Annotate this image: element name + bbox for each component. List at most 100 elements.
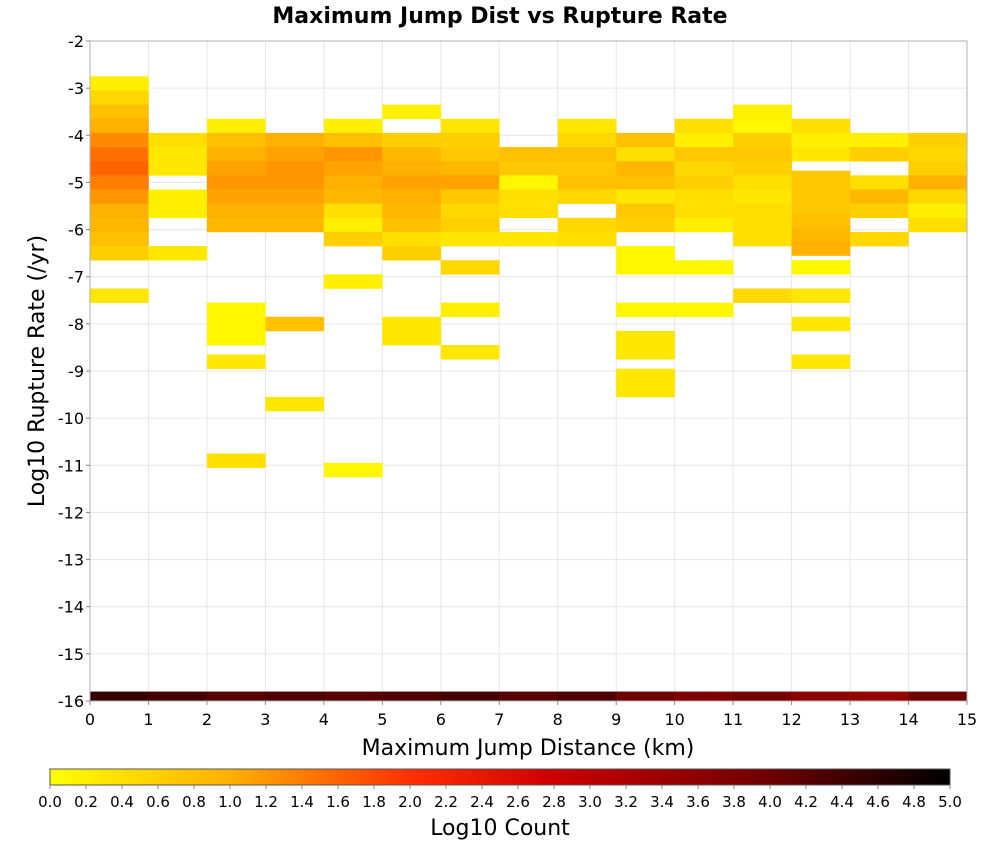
colorbar-tick-label: 0.8 bbox=[182, 793, 206, 811]
heatmap-cell bbox=[674, 147, 734, 162]
heatmap-cell bbox=[616, 382, 675, 398]
heatmap-cell bbox=[148, 161, 208, 176]
heatmap-cell bbox=[733, 132, 792, 148]
heatmap-cell bbox=[90, 175, 149, 190]
heatmap-cell bbox=[206, 189, 266, 204]
heatmap-cell bbox=[90, 90, 149, 105]
y-tick-label: -3 bbox=[68, 79, 84, 98]
heatmap-cell bbox=[733, 691, 792, 701]
colorbar-label: Log10 Count bbox=[430, 816, 570, 841]
heatmap-cell bbox=[850, 132, 909, 148]
heatmap-cell bbox=[557, 132, 617, 148]
heatmap-cell bbox=[265, 217, 325, 233]
heatmap-cell bbox=[440, 175, 500, 190]
heatmap-cell bbox=[733, 118, 792, 134]
heatmap-cell bbox=[148, 203, 208, 219]
colorbar-tick-label: 1.0 bbox=[218, 793, 242, 811]
heatmap-cell bbox=[90, 217, 149, 233]
heatmap-cell bbox=[148, 132, 208, 148]
heatmap-cell bbox=[90, 118, 149, 134]
heatmap-cell bbox=[908, 189, 968, 204]
colorbar-tick-label: 4.2 bbox=[794, 793, 818, 811]
heatmap-cell bbox=[850, 203, 909, 219]
heatmap-cell bbox=[674, 132, 734, 148]
heatmap-cell bbox=[908, 147, 968, 162]
heatmap-cell bbox=[382, 231, 442, 247]
heatmap-cell bbox=[616, 691, 675, 701]
heatmap-cell bbox=[440, 118, 500, 134]
y-axis-ticks: -2 -3 -4 -5 -6 -7 -8 -9 -10 -11 -12 -13 -14 -15 -16 bbox=[58, 32, 90, 711]
heatmap-cell bbox=[791, 260, 851, 275]
heatmap-cell bbox=[323, 147, 383, 162]
x-tick-label: 10 bbox=[664, 710, 684, 729]
y-tick-label: -9 bbox=[68, 362, 84, 381]
colorbar bbox=[49, 768, 951, 786]
heatmap-cell bbox=[733, 231, 792, 247]
x-tick-label: 15 bbox=[957, 710, 977, 729]
x-tick-label: 4 bbox=[319, 710, 329, 729]
colorbar-tick-label: 4.4 bbox=[830, 793, 854, 811]
heatmap-cell bbox=[557, 217, 617, 233]
y-tick-label: -11 bbox=[58, 456, 84, 475]
heatmap-cell bbox=[382, 189, 442, 204]
heatmap-cell bbox=[850, 231, 909, 247]
y-tick-label: -7 bbox=[68, 268, 84, 287]
heatmap-cell bbox=[791, 147, 851, 162]
heatmap-cell bbox=[323, 189, 383, 204]
colorbar-tick-label: 0.4 bbox=[110, 793, 134, 811]
heatmap-cell bbox=[850, 691, 909, 701]
heatmap-cell bbox=[90, 231, 149, 247]
x-tick-label: 14 bbox=[898, 710, 918, 729]
heatmap-cell bbox=[382, 246, 442, 261]
x-tick-label: 11 bbox=[723, 710, 743, 729]
chart-title: Maximum Jump Dist vs Rupture Rate bbox=[272, 4, 727, 29]
x-tick-label: 7 bbox=[494, 710, 504, 729]
heatmap-cell bbox=[148, 691, 208, 701]
y-tick-label: -8 bbox=[68, 315, 84, 334]
heatmap-cell bbox=[733, 175, 792, 190]
heatmap-cell bbox=[733, 189, 792, 204]
heatmap-cell bbox=[265, 175, 325, 190]
heatmap-cell bbox=[674, 691, 734, 701]
colorbar-tick-label: 0.2 bbox=[74, 793, 98, 811]
colorbar-tick-label: 4.0 bbox=[758, 793, 782, 811]
heatmap-cell bbox=[791, 691, 851, 701]
heatmap-cell bbox=[206, 203, 266, 219]
colorbar-tick-label: 4.6 bbox=[866, 793, 890, 811]
heatmap-cell bbox=[791, 170, 851, 186]
heatmap-cell bbox=[616, 260, 675, 275]
y-tick-label: -5 bbox=[68, 173, 84, 192]
heatmap-cell bbox=[791, 213, 851, 228]
heatmap-cell bbox=[90, 246, 149, 261]
heatmap-cell bbox=[382, 217, 442, 233]
colorbar-tick-label: 1.2 bbox=[254, 793, 278, 811]
heatmap-cell bbox=[440, 691, 500, 701]
heatmap-cell bbox=[557, 161, 617, 176]
heatmap-cell bbox=[323, 175, 383, 190]
heatmap-cell bbox=[382, 330, 442, 346]
heatmap-cell bbox=[265, 203, 325, 219]
heatmap-cell bbox=[616, 345, 675, 360]
heatmap-cell bbox=[733, 104, 792, 120]
heatmap-cell bbox=[206, 161, 266, 176]
heatmap-cell bbox=[791, 118, 851, 134]
heatmap-cell bbox=[557, 118, 617, 134]
heatmap-cell bbox=[382, 203, 442, 219]
heatmap-cell bbox=[674, 260, 734, 275]
heatmap-cell bbox=[323, 118, 383, 134]
heatmap-cell bbox=[674, 161, 734, 176]
heatmap-cell bbox=[499, 147, 559, 162]
heatmap-cell bbox=[557, 691, 617, 701]
colorbar-tick-label: 3.0 bbox=[578, 793, 602, 811]
heatmap-cell bbox=[206, 453, 266, 468]
heatmap-cell bbox=[206, 691, 266, 701]
heatmap-cell bbox=[206, 302, 266, 318]
heatmap-cell bbox=[323, 274, 383, 289]
heatmap-cell bbox=[499, 231, 559, 247]
heatmap-cell bbox=[323, 203, 383, 219]
heatmap-cell bbox=[382, 132, 442, 148]
x-tick-label: 1 bbox=[143, 710, 153, 729]
colorbar-tick-label: 3.2 bbox=[614, 793, 638, 811]
heatmap-cell bbox=[382, 691, 442, 701]
heatmap-cell bbox=[616, 302, 675, 318]
